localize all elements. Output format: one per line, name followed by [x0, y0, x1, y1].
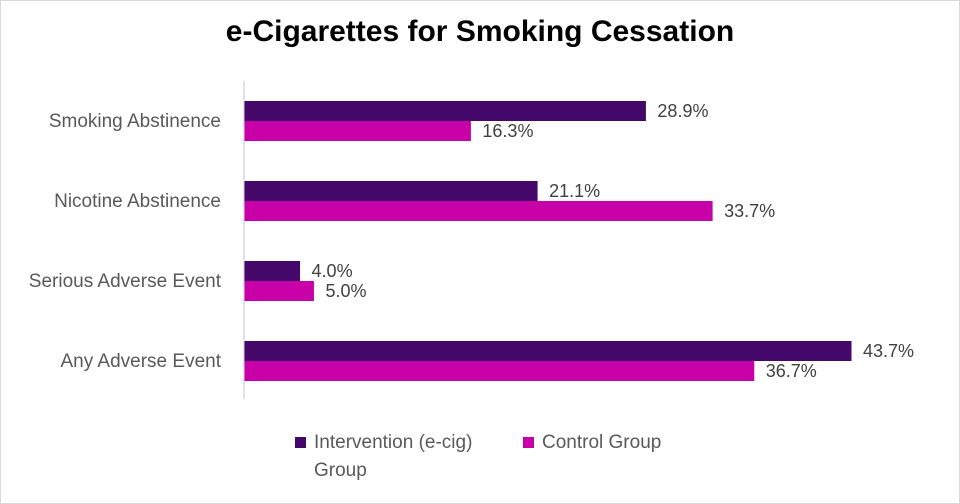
bar-intervention [244, 181, 538, 201]
bar-intervention [244, 341, 852, 361]
legend-label-intervention: Intervention (e-cig) Group [314, 432, 473, 481]
data-label: 28.9% [657, 101, 708, 121]
category-label: Nicotine Abstinence [54, 191, 221, 212]
legend-item-control: Control Group [523, 429, 723, 457]
data-label: 16.3% [482, 121, 533, 141]
bar-intervention [244, 101, 646, 121]
legend-label-control: Control Group [542, 432, 662, 453]
data-label: 33.7% [724, 201, 775, 221]
legend-item-intervention: Intervention (e-cig) Group [295, 429, 515, 485]
category-label: Smoking Abstinence [49, 111, 221, 132]
legend-swatch-intervention [295, 437, 306, 448]
bar-chart: Smoking Abstinence 28.9% 16.3% Nicotine Abs… [29, 81, 914, 399]
bar-control [244, 121, 471, 141]
bar-control [244, 201, 713, 221]
data-label: 4.0% [312, 261, 353, 281]
data-label: 36.7% [766, 361, 817, 381]
bar-intervention [244, 261, 301, 281]
category-label: Any Adverse Event [60, 351, 221, 372]
category-label: Serious Adverse Event [29, 271, 222, 292]
data-label: 21.1% [549, 181, 600, 201]
data-label: 43.7% [863, 341, 914, 361]
chart-title: e-Cigarettes for Smoking Cessation [225, 15, 735, 48]
data-label: 5.0% [325, 281, 366, 301]
bar-control [244, 281, 314, 301]
bar-control [244, 361, 755, 381]
legend-swatch-control [523, 437, 534, 448]
